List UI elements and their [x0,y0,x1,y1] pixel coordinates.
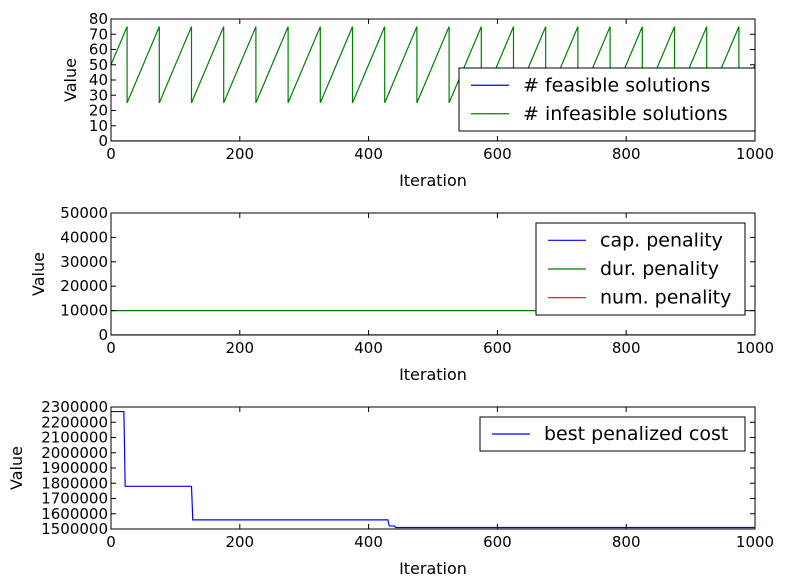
legend-label: num. penality [600,287,731,309]
legend-label: # feasible solutions [523,74,710,96]
x-tick-label: 600 [483,533,512,551]
subplot-2: 0 200 400 600 800 100001000020000300004000050… [29,204,774,384]
y-tick-label: 1900000 [41,459,108,477]
x-tick-label: 400 [354,533,383,551]
y-axis-label: Value [7,446,26,490]
legend-label: # infeasible solutions [523,103,728,125]
y-tick-label: 80 [89,10,108,28]
x-tick-label: 400 [354,145,383,163]
y-tick-label: 50 [89,56,108,74]
x-tick-label: 0 [106,145,116,163]
y-axis-label: Value [29,252,48,296]
x-tick-label: 1000 [736,145,774,163]
y-tick-label: 10 [89,117,108,135]
y-tick-label: 1700000 [41,490,108,508]
y-tick-label: 0 [98,326,108,344]
y-tick-label: 30000 [60,253,108,271]
legend-box [458,67,756,132]
x-axis-label: Iteration [399,171,467,190]
x-tick-label: 600 [483,339,512,357]
x-tick-label: 800 [612,145,641,163]
x-tick-label: 200 [225,533,254,551]
y-tick-label: 20 [89,102,108,120]
x-tick-label: 1000 [736,533,774,551]
y-tick-label: 40 [89,71,108,89]
x-tick-label: 600 [483,145,512,163]
x-tick-label: 400 [354,339,383,357]
y-tick-label: 1600000 [41,505,108,523]
legend-label: cap. penality [600,229,723,251]
y-tick-label: 1500000 [41,520,108,538]
legend: # feasible solutions # infeasible solutio… [458,67,756,132]
x-tick-label: 800 [612,339,641,357]
x-tick-label: 800 [612,533,641,551]
y-tick-label: 20000 [60,277,108,295]
y-tick-label: 2300000 [41,398,108,416]
axes-frame [110,212,756,336]
x-tick-label: 200 [225,339,254,357]
y-tick-label: 2100000 [41,429,108,447]
y-tick-label: 0 [98,132,108,150]
legend: best penalized cost [479,416,746,452]
x-tick-label: 200 [225,145,254,163]
legend-label: best penalized cost [544,423,728,445]
y-tick-label: 30 [89,86,108,104]
subplot-3: 0 200 400 600 800 1000 15000001600000170000018… [7,398,774,578]
y-tick-label: 40000 [60,228,108,246]
y-tick-label: 2000000 [41,444,108,462]
y-tick-label: 70 [89,25,108,43]
series-line-1 [111,410,755,529]
y-tick-label: 1800000 [41,474,108,492]
subplot-1: 0 200 400 600 800 100001020304050607080Iterat… [61,10,774,190]
x-axis-label: Iteration [399,559,467,578]
x-axis-label: Iteration [399,365,467,384]
y-tick-label: 2200000 [41,413,108,431]
x-tick-label: 0 [106,339,116,357]
legend-label: dur. penality [600,258,719,280]
x-tick-label: 1000 [736,339,774,357]
y-tick-label: 60 [89,41,108,59]
y-tick-label: 50000 [60,204,108,222]
legend: cap. penality dur. penality num. penality [535,222,746,316]
x-tick-label: 0 [106,533,116,551]
y-tick-label: 10000 [60,302,108,320]
y-axis-label: Value [61,58,80,102]
